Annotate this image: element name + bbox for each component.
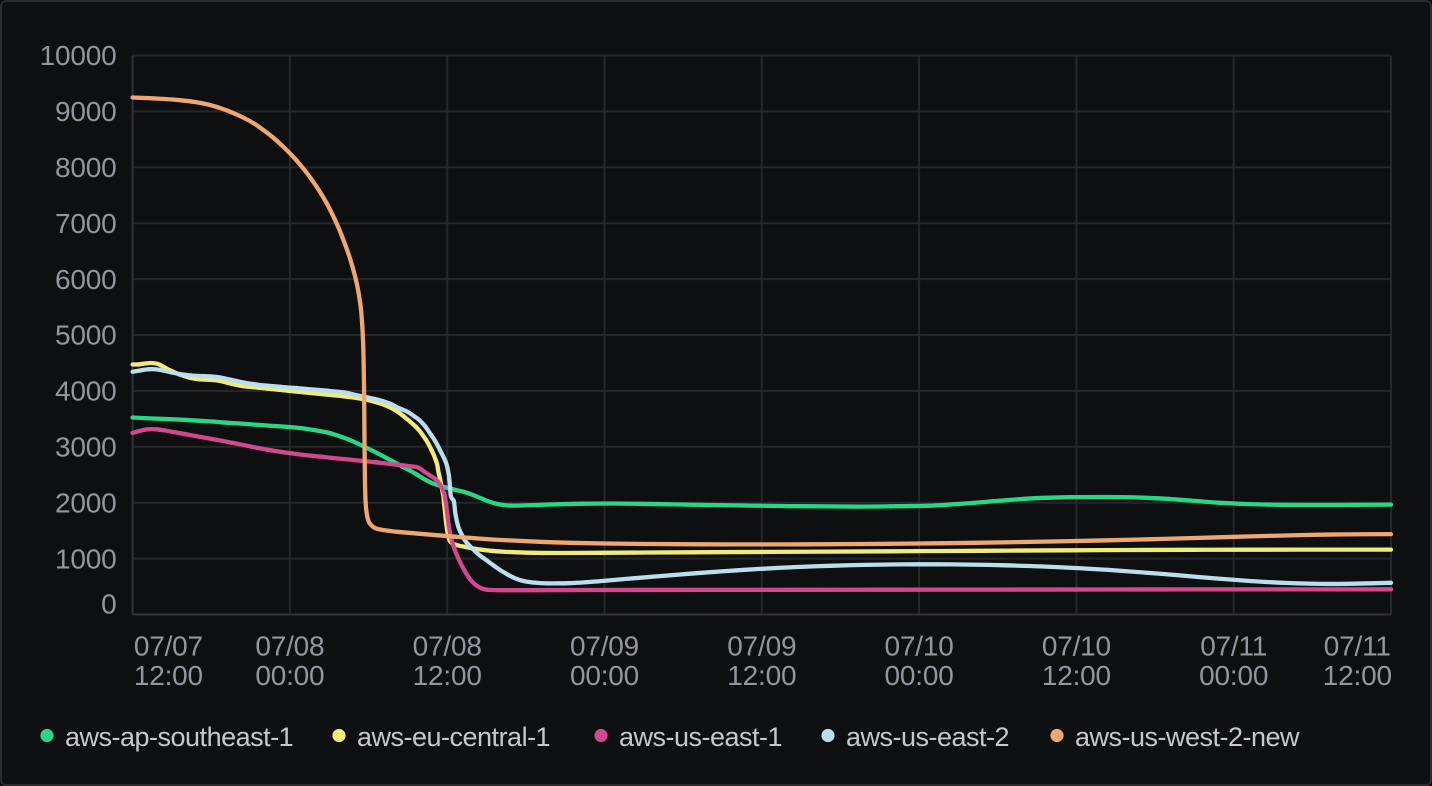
svg-text:00:00: 00:00 [1199, 660, 1268, 691]
svg-text:aws-us-west-2-new: aws-us-west-2-new [1075, 722, 1300, 752]
svg-text:00:00: 00:00 [885, 660, 954, 691]
svg-text:7000: 7000 [55, 208, 117, 239]
svg-text:4000: 4000 [55, 376, 117, 407]
svg-text:12:00: 12:00 [413, 660, 482, 691]
svg-text:0: 0 [101, 589, 116, 620]
svg-text:1000: 1000 [55, 543, 117, 574]
svg-text:07/09: 07/09 [570, 631, 639, 662]
svg-text:6000: 6000 [55, 264, 117, 295]
svg-text:12:00: 12:00 [727, 660, 796, 691]
svg-text:12:00: 12:00 [134, 660, 203, 691]
svg-text:07/11: 07/11 [1324, 631, 1391, 662]
svg-text:2000: 2000 [55, 487, 117, 518]
svg-text:aws-us-east-2: aws-us-east-2 [846, 722, 1009, 752]
svg-text:00:00: 00:00 [570, 660, 639, 691]
svg-text:3000: 3000 [55, 432, 117, 463]
svg-text:07/08: 07/08 [255, 631, 324, 662]
svg-text:aws-eu-central-1: aws-eu-central-1 [357, 722, 550, 752]
svg-text:07/08: 07/08 [413, 631, 482, 662]
svg-text:07/09: 07/09 [727, 631, 796, 662]
svg-text:10000: 10000 [40, 40, 117, 71]
svg-text:aws-ap-southeast-1: aws-ap-southeast-1 [65, 722, 293, 752]
svg-text:12:00: 12:00 [1042, 660, 1111, 691]
svg-text:07/07: 07/07 [134, 631, 203, 662]
svg-text:07/10: 07/10 [1042, 631, 1111, 662]
svg-text:12:00: 12:00 [1323, 660, 1392, 691]
svg-text:07/11: 07/11 [1200, 631, 1267, 662]
svg-text:00:00: 00:00 [255, 660, 324, 691]
svg-text:07/10: 07/10 [885, 631, 954, 662]
svg-text:8000: 8000 [55, 152, 117, 183]
svg-text:5000: 5000 [55, 320, 117, 351]
svg-text:aws-us-east-1: aws-us-east-1 [619, 722, 782, 752]
svg-text:9000: 9000 [55, 96, 117, 127]
